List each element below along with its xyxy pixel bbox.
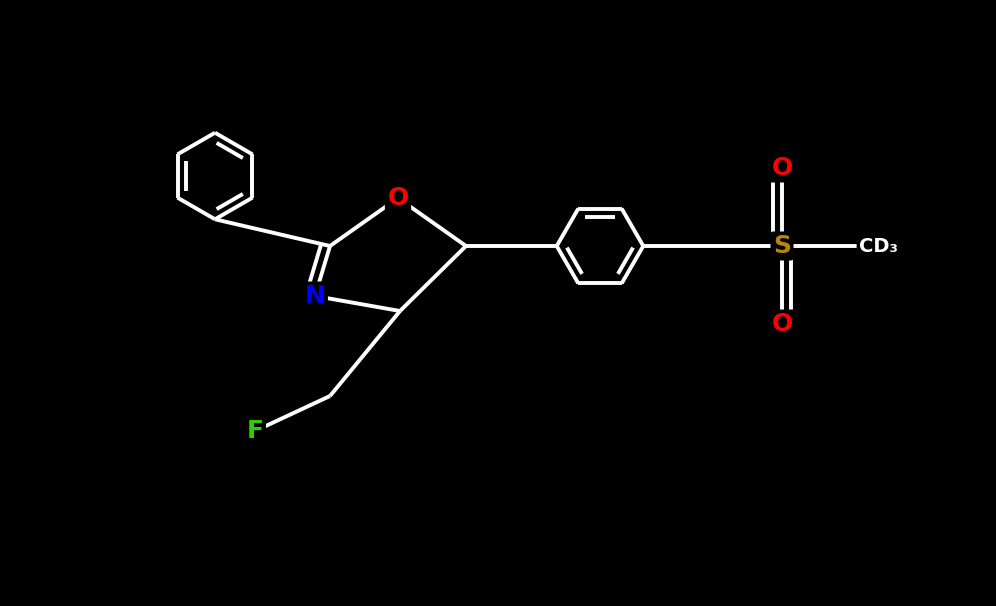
Text: S: S	[773, 234, 791, 258]
Text: O: O	[387, 186, 408, 210]
Text: O: O	[771, 312, 793, 336]
Text: F: F	[246, 419, 264, 443]
Text: CD₃: CD₃	[859, 236, 897, 256]
Text: O: O	[771, 156, 793, 180]
Text: N: N	[305, 284, 326, 308]
